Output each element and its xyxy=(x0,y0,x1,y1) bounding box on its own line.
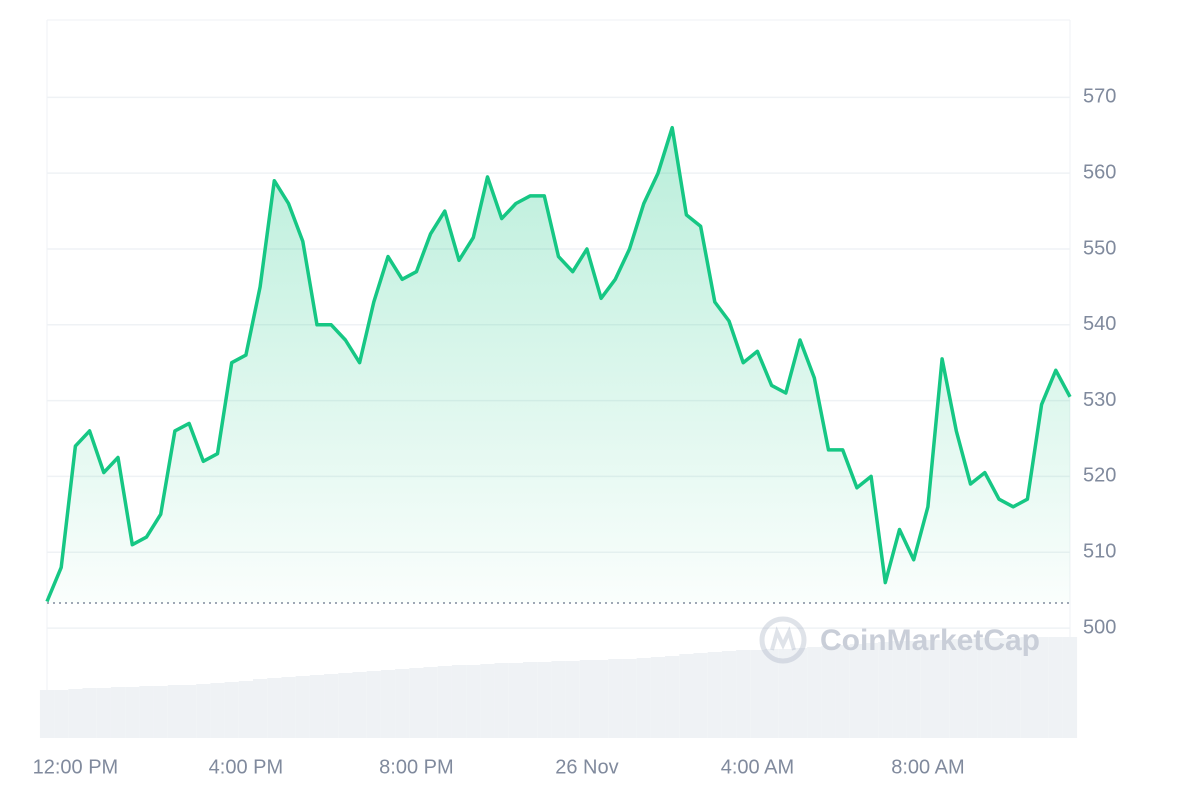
y-tick-label: 560 xyxy=(1083,161,1116,183)
volume-bar xyxy=(579,660,595,738)
volume-bar xyxy=(82,688,97,738)
volume-bar xyxy=(807,647,822,738)
y-tick-label: 510 xyxy=(1083,541,1116,563)
volume-bar xyxy=(594,660,609,738)
volume-bar xyxy=(1062,637,1078,738)
volume-bar xyxy=(494,663,509,738)
volume-bar xyxy=(679,654,694,738)
volume-bar xyxy=(153,686,168,738)
volume-bar xyxy=(665,656,680,738)
volume-bar xyxy=(68,689,83,738)
volume-bar xyxy=(522,662,538,738)
area-fill xyxy=(47,127,1070,604)
volume-bar xyxy=(96,688,111,738)
volume-bar xyxy=(423,667,438,738)
volume-bar xyxy=(238,681,254,738)
volume-bar xyxy=(110,687,126,738)
volume-bar xyxy=(451,665,467,738)
volume-bar xyxy=(565,661,580,738)
volume-bar xyxy=(892,641,907,738)
volume-bar xyxy=(878,642,893,738)
volume-bar xyxy=(309,675,325,738)
volume-bar xyxy=(267,678,282,738)
y-tick-label: 570 xyxy=(1083,86,1116,108)
volume-bar xyxy=(537,662,552,738)
volume-bar xyxy=(281,677,296,738)
volume-bar xyxy=(792,648,808,738)
volume-bar xyxy=(750,650,765,738)
volume-bar xyxy=(778,649,793,738)
volume-bar xyxy=(125,687,140,738)
y-tick-label: 550 xyxy=(1083,237,1116,259)
volume-bar xyxy=(295,676,310,738)
volume-bar xyxy=(196,684,211,738)
volume-bar xyxy=(167,685,182,738)
watermark: CoinMarketCap xyxy=(820,624,1040,657)
y-tick-label: 530 xyxy=(1083,389,1116,411)
volume-bar xyxy=(352,672,367,738)
volume-bar xyxy=(821,646,836,738)
x-tick-label: 8:00 PM xyxy=(379,756,453,778)
volume-bar xyxy=(181,685,197,738)
y-tick-label: 520 xyxy=(1083,465,1116,487)
volume-bar xyxy=(224,682,239,738)
watermark-logo xyxy=(759,616,807,664)
volume-bar xyxy=(622,659,637,738)
volume-bar xyxy=(764,649,779,738)
volume-bar xyxy=(409,668,424,738)
volume-bar xyxy=(920,640,936,738)
volume-bar xyxy=(1006,638,1021,738)
volume-bar xyxy=(835,645,850,738)
volume-bar xyxy=(210,683,225,738)
volume-bar xyxy=(139,686,154,738)
plot: 500 510 520 530 540 550 560 570 12:00 PM 4:00 PM 8… xyxy=(33,19,1116,778)
volume-bar xyxy=(650,657,666,738)
volume-bar xyxy=(380,670,396,738)
volume-bar xyxy=(1048,637,1063,738)
volume-bar xyxy=(608,659,623,738)
x-tick-label: 4:00 PM xyxy=(209,756,283,778)
y-tick-label: 500 xyxy=(1083,616,1116,638)
volume-bar xyxy=(949,639,964,738)
volume-bar xyxy=(636,658,651,738)
x-tick-label: 4:00 AM xyxy=(721,756,794,778)
x-tick-label: 8:00 AM xyxy=(891,756,964,778)
volume-bar xyxy=(480,664,495,738)
volume-bar xyxy=(395,669,410,738)
volume-bar xyxy=(991,638,1007,738)
volume-bar xyxy=(1034,637,1049,738)
volume-bar xyxy=(935,640,950,738)
x-tick-label: 12:00 PM xyxy=(33,756,119,778)
volume-bar xyxy=(693,653,708,738)
volume-bar xyxy=(338,673,353,738)
volume-bar xyxy=(963,639,978,738)
volume-bar xyxy=(721,651,737,738)
volume-bar xyxy=(551,661,566,738)
volume-bar xyxy=(253,679,268,738)
volume-bar xyxy=(849,644,864,738)
volume-bar xyxy=(508,663,523,738)
volume-bar xyxy=(863,643,879,738)
x-tick-label: 26 Nov xyxy=(555,756,618,778)
volume-bar xyxy=(466,665,481,738)
volume-bar xyxy=(324,674,339,738)
volume-bar xyxy=(977,638,992,738)
volume-bar xyxy=(906,641,921,738)
volume-bar xyxy=(366,671,381,738)
volume-bar xyxy=(707,652,722,738)
volume-bar xyxy=(54,690,69,738)
volume-bar xyxy=(1020,637,1035,738)
volume-bar xyxy=(437,666,452,738)
volume-bar xyxy=(736,650,751,738)
price-line xyxy=(45,125,1072,603)
volume-bar xyxy=(39,690,55,738)
y-tick-label: 540 xyxy=(1083,313,1116,335)
